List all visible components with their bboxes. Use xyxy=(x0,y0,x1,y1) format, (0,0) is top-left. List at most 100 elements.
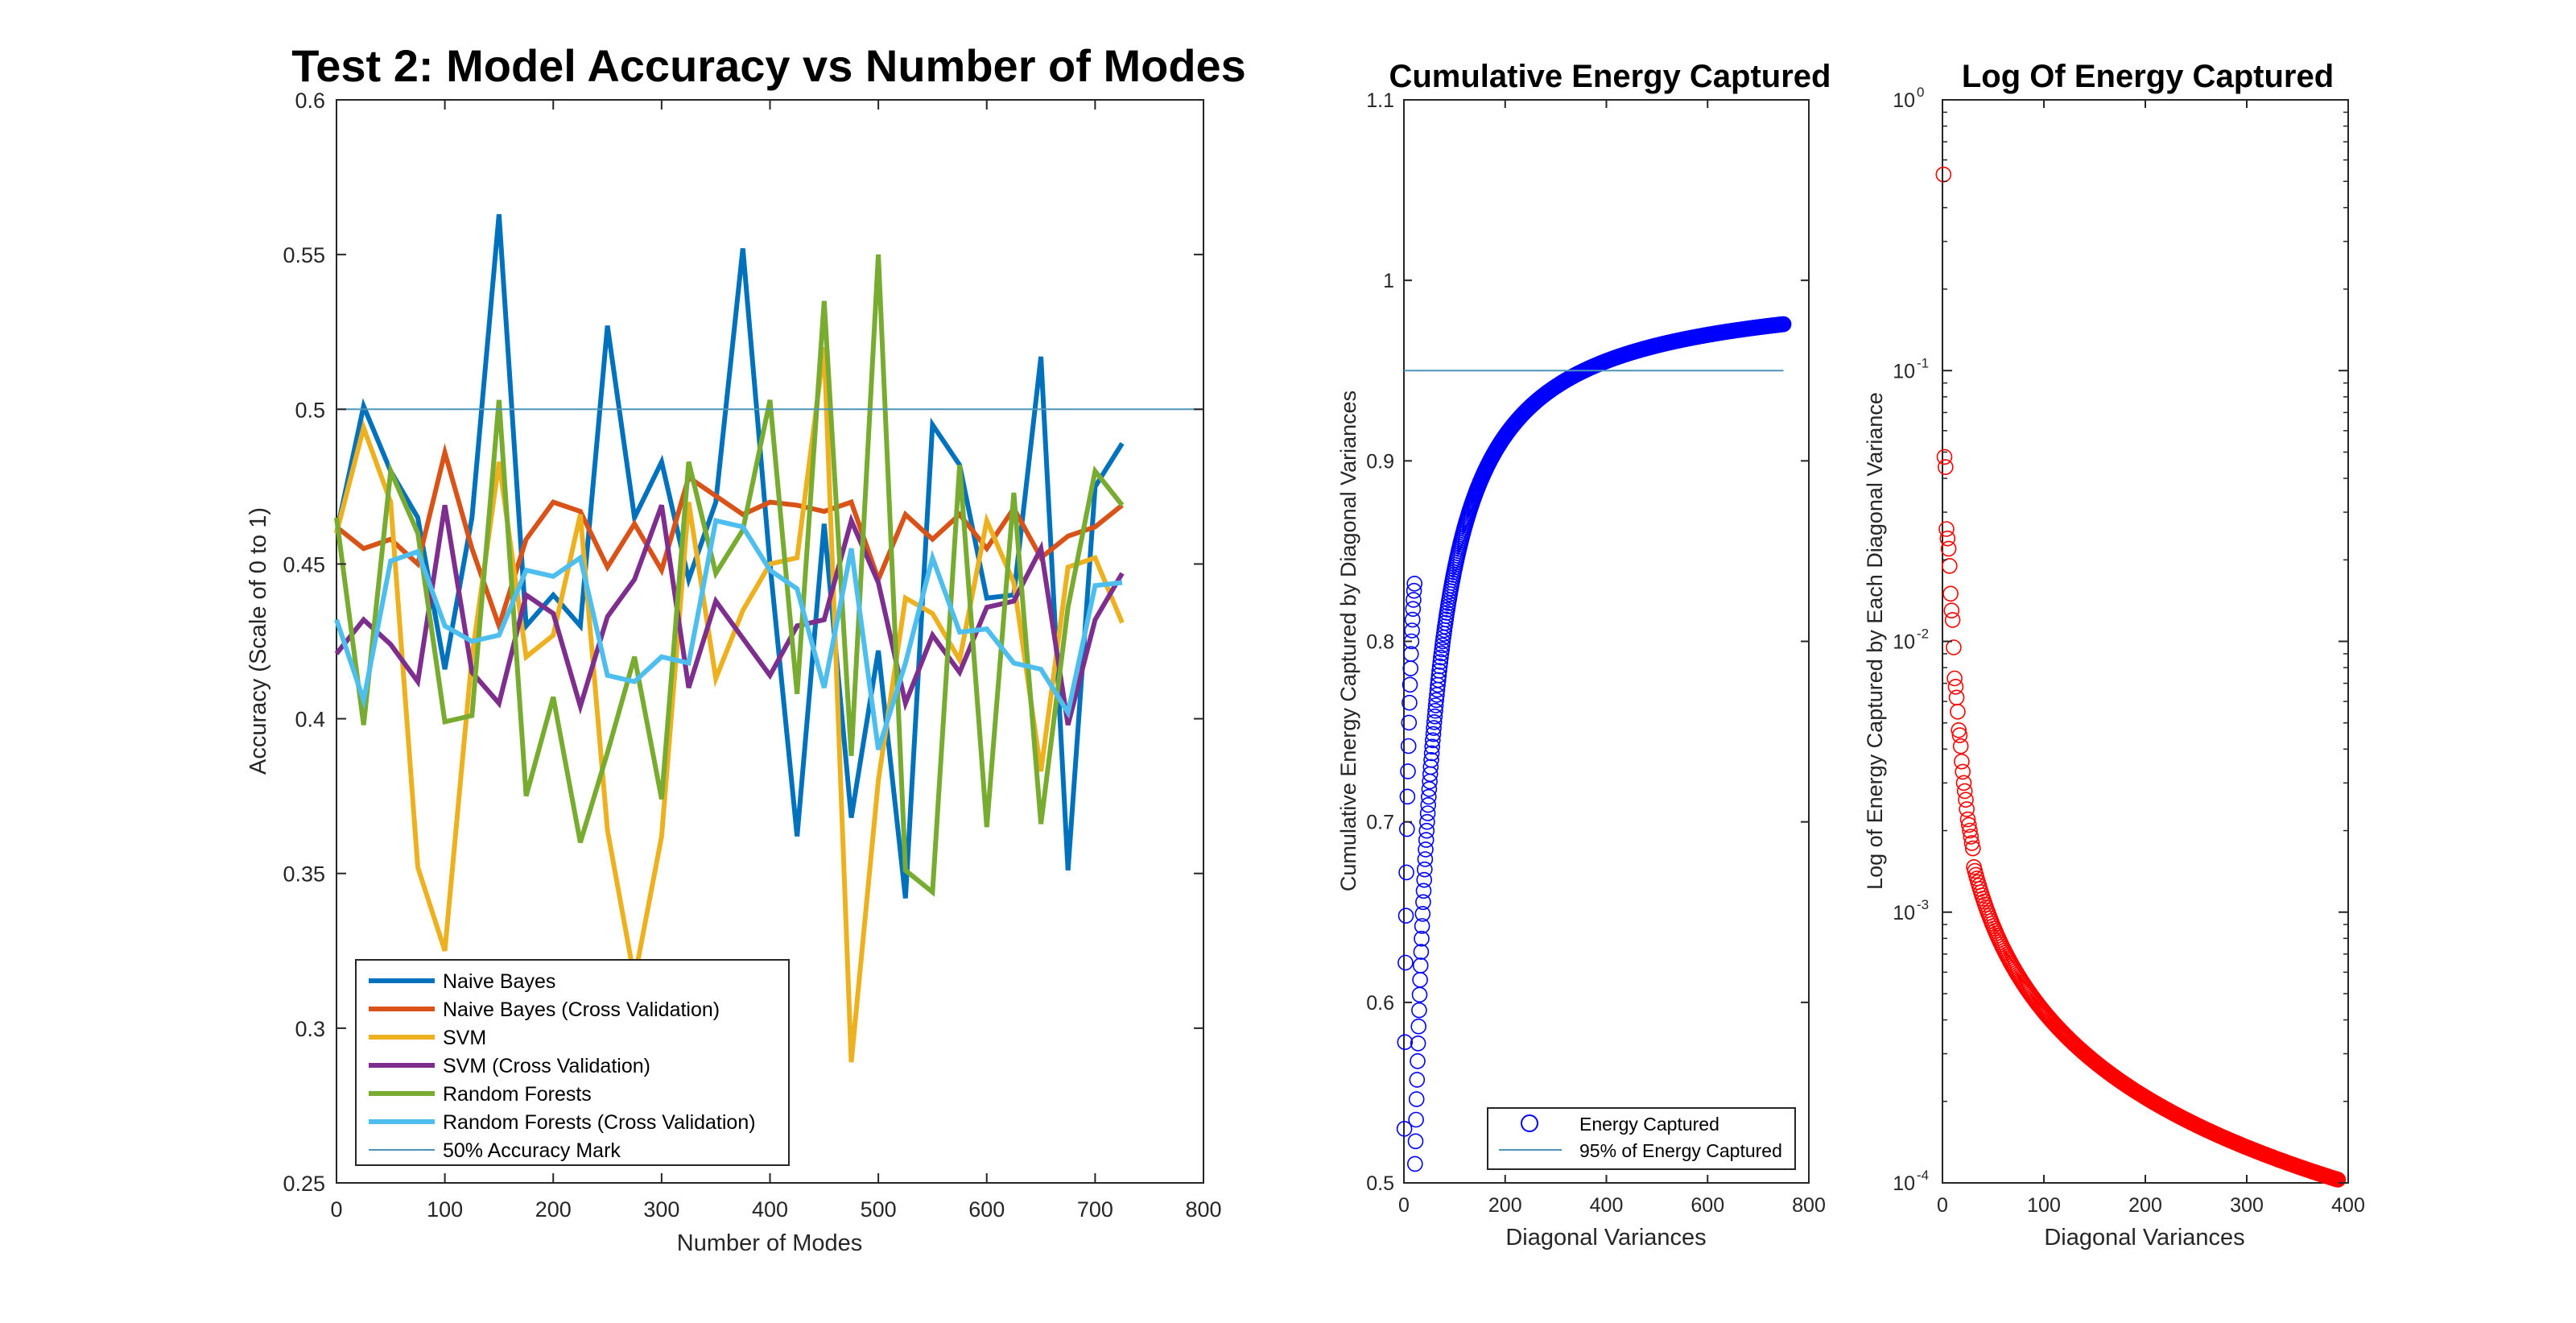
x-tick-label: 800 xyxy=(1792,1194,1826,1217)
x-tick-label: 100 xyxy=(2027,1194,2061,1217)
log-energy-panel: Log Of Energy Captured 0 100 200 300 400 10-… xyxy=(1863,59,2365,1251)
y-tick-label: 0.5 xyxy=(1366,1172,1394,1195)
energy-point xyxy=(1427,697,1444,713)
cumulative-legend: Energy Captured 95% of Energy Captured xyxy=(1487,1107,1796,1170)
log-y-axis-label: Log of Energy Captured by Each Diagonal … xyxy=(1863,392,1887,890)
energy-point xyxy=(1397,907,1414,924)
x-tick-label: 0 xyxy=(1398,1194,1410,1217)
legend-label-svm: SVM xyxy=(443,1027,486,1049)
energy-point xyxy=(1425,732,1441,749)
log-energy-point xyxy=(1954,753,1970,770)
series-line-random-forests-cross-validation xyxy=(334,517,1123,750)
y-tick-label: 0.35 xyxy=(283,862,325,887)
accuracy-y-axis-label: Accuracy (Scale of 0 to 1) xyxy=(246,507,271,775)
energy-point xyxy=(1400,738,1417,755)
y-tick-label: 0.5 xyxy=(295,398,325,422)
series-line-random-forests xyxy=(334,254,1125,897)
series-line-svm xyxy=(334,347,1125,1063)
log-energy-point xyxy=(1939,530,1956,547)
log-energy-point xyxy=(1944,612,1961,628)
energy-point xyxy=(1423,745,1440,762)
energy-point xyxy=(1398,864,1414,881)
log-energy-point xyxy=(1946,639,1962,655)
y-tick-label-exponent: 0 xyxy=(1917,85,1924,100)
energy-point xyxy=(1428,692,1444,709)
energy-point xyxy=(1406,592,1422,608)
energy-point xyxy=(1431,658,1448,675)
y-tick-label-base: 10 xyxy=(1893,1172,1915,1195)
energy-point xyxy=(1419,805,1436,821)
cumulative-chart-title: Cumulative Energy Captured xyxy=(1389,59,1831,94)
cumulative-y-ticks: 0.5 0.6 0.7 0.8 0.9 1 1.1 xyxy=(1366,89,1809,1195)
x-tick-label: 200 xyxy=(535,1197,572,1222)
y-tick-label: 0.3 xyxy=(295,1017,325,1041)
series-line-svm-cross-validation xyxy=(334,504,1125,726)
y-tick-label-base: 10 xyxy=(1893,902,1915,924)
y-tick-label: 0.25 xyxy=(283,1172,325,1196)
energy-point xyxy=(1418,841,1434,858)
legend-label-naive-bayes: Naive Bayes xyxy=(443,970,555,993)
log-energy-point xyxy=(1940,540,1957,557)
energy-point xyxy=(1397,1034,1414,1050)
energy-point xyxy=(1410,1018,1426,1035)
x-tick-label: 0 xyxy=(330,1197,342,1222)
legend-label-svm-cross-validation: SVM (Cross Validation) xyxy=(443,1055,650,1077)
energy-point xyxy=(1414,918,1430,934)
y-tick-label-exponent: -2 xyxy=(1917,626,1929,642)
energy-point xyxy=(1404,622,1420,639)
energy-point xyxy=(1432,654,1449,670)
cumulative-points-group xyxy=(1396,316,1792,1172)
x-tick-label: 200 xyxy=(1488,1194,1522,1217)
x-tick-label: 600 xyxy=(1690,1194,1724,1217)
energy-point xyxy=(1402,694,1418,711)
energy-point xyxy=(1420,796,1436,813)
energy-point xyxy=(1426,713,1443,730)
cumulative-x-axis-label: Diagonal Variances xyxy=(1505,1225,1706,1251)
accuracy-y-ticks: 0.25 0.3 0.35 0.4 0.45 0.5 0.55 0.6 xyxy=(283,89,1203,1196)
series-line-naive-bayes-cross-validation xyxy=(335,443,1124,634)
log-energy-point xyxy=(1943,602,1960,619)
legend-label-95-energy: 95% of Energy Captured xyxy=(1579,1140,1782,1161)
accuracy-series-group xyxy=(334,213,1203,1063)
energy-point xyxy=(1412,957,1429,974)
energy-point xyxy=(1425,726,1442,742)
x-tick-label: 100 xyxy=(427,1197,463,1222)
log-energy-point xyxy=(1963,829,1979,845)
energy-point xyxy=(1411,986,1428,1003)
energy-point xyxy=(1421,788,1437,805)
accuracy-x-ticks: 0 100 200 300 400 500 600 700 800 xyxy=(330,100,1222,1222)
y-tick-label: 0.45 xyxy=(283,552,325,577)
log-chart-title: Log Of Energy Captured xyxy=(1962,59,2334,94)
x-tick-label: 700 xyxy=(1077,1197,1113,1222)
energy-point xyxy=(1414,930,1430,947)
energy-point xyxy=(1411,1002,1427,1019)
energy-point xyxy=(1406,575,1422,592)
energy-point xyxy=(1407,1133,1424,1150)
y-tick-label: 0.6 xyxy=(295,89,325,113)
log-energy-point xyxy=(1938,459,1954,475)
log-energy-point xyxy=(1959,801,1975,817)
x-tick-label: 400 xyxy=(1590,1194,1624,1217)
log-energy-point xyxy=(1965,840,1981,857)
log-energy-point xyxy=(1936,449,1953,465)
energy-point xyxy=(1415,883,1432,899)
energy-point xyxy=(1431,663,1447,679)
log-energy-point xyxy=(1961,817,1977,833)
log-energy-point xyxy=(1946,670,1963,687)
log-energy-point xyxy=(1952,738,1969,755)
y-tick-label: 0.8 xyxy=(1366,631,1394,654)
energy-point xyxy=(1412,972,1428,988)
log-energy-point xyxy=(1942,585,1959,602)
x-tick-label: 500 xyxy=(861,1197,897,1222)
x-tick-label: 400 xyxy=(2331,1194,2365,1217)
log-energy-point xyxy=(1955,775,1972,792)
y-tick-label-exponent: -3 xyxy=(1917,897,1929,912)
legend-swatch-energy-captured xyxy=(1521,1114,1538,1132)
log-energy-point xyxy=(1963,835,1980,851)
energy-point xyxy=(1417,851,1434,867)
energy-point xyxy=(1409,1072,1426,1088)
y-tick-label-base: 10 xyxy=(1893,631,1915,654)
y-tick-label: 1 xyxy=(1383,270,1394,292)
